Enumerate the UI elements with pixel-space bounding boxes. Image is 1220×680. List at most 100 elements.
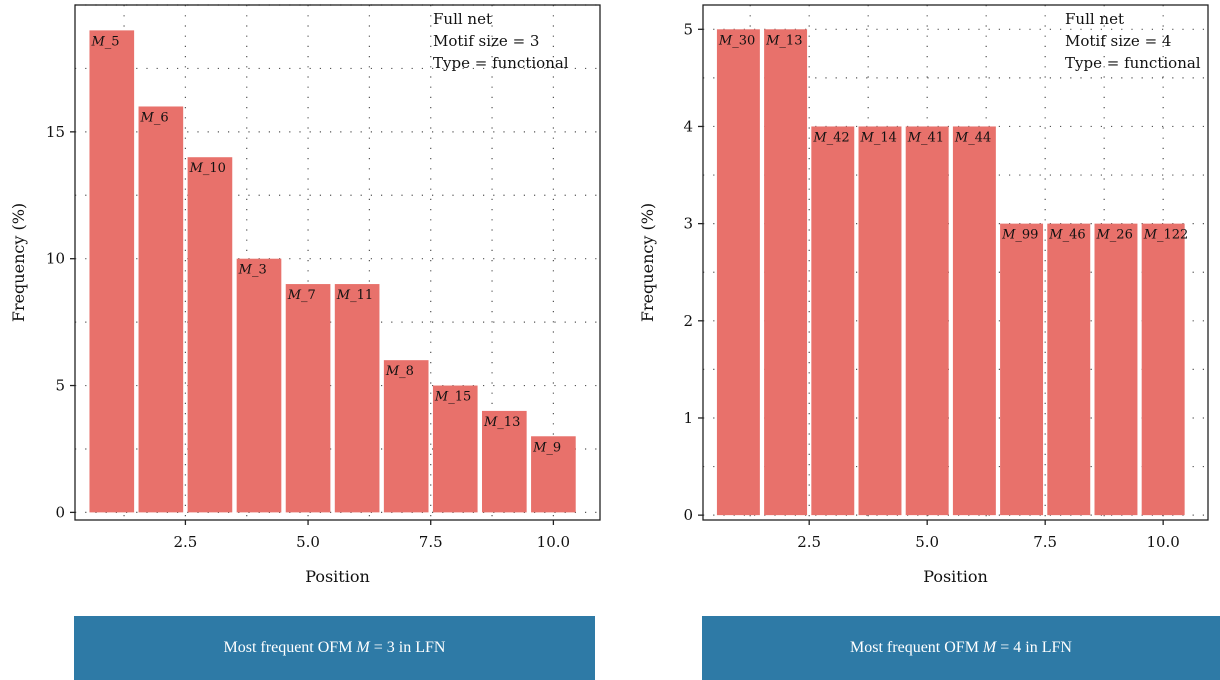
- caption-banner-right: Most frequent OFM M = 4 in LFN: [702, 616, 1220, 680]
- bar-label: M_44: [954, 130, 991, 145]
- y-tick-label: 5: [683, 20, 693, 38]
- bar-label-index: _99: [1015, 228, 1038, 243]
- bar-label-var: M: [812, 130, 827, 145]
- bar-label-index: _44: [968, 130, 991, 145]
- bar-label: M_8: [385, 364, 414, 379]
- bar-label-var: M: [765, 33, 780, 48]
- bar-label-var: M: [238, 263, 253, 278]
- bar: [89, 30, 135, 513]
- bar: [811, 126, 855, 516]
- y-tick-label: 10: [46, 250, 65, 268]
- caption-right-var: M: [982, 639, 997, 656]
- y-tick-label: 4: [683, 117, 693, 135]
- bar: [138, 106, 184, 513]
- x-tick-label: 10.0: [537, 533, 570, 551]
- bar: [716, 29, 760, 516]
- y-tick-label: 0: [55, 503, 65, 521]
- bar-label-index: _26: [1110, 228, 1133, 243]
- bar-label-var: M: [287, 288, 302, 303]
- plot-frame: [702, 4, 1209, 521]
- bar: [481, 410, 527, 513]
- bar-label-index: _13: [779, 33, 802, 48]
- bar: [858, 126, 902, 516]
- bar-label-var: M: [385, 364, 400, 379]
- bar-label: M_41: [907, 130, 944, 145]
- y-tick-label: 2: [683, 312, 693, 330]
- y-tick-label: 1: [683, 409, 693, 427]
- y-tick-label: 15: [46, 123, 65, 141]
- caption-left-pre: Most frequent OFM: [223, 639, 353, 656]
- bar-label-index: _11: [350, 288, 373, 303]
- bar: [764, 29, 808, 516]
- y-axis-label: Frequency (%): [9, 203, 28, 322]
- y-axis-label: Frequency (%): [638, 203, 657, 322]
- caption-right-post: = 4 in LFN: [1000, 639, 1072, 656]
- bar-label: M_13: [483, 415, 520, 430]
- bar-label-var: M: [434, 390, 449, 405]
- bar-label: M_30: [718, 33, 755, 48]
- bar: [1141, 223, 1185, 516]
- caption-banner-left: Most frequent OFM M = 3 in LFN: [74, 616, 595, 680]
- y-tick-label: 3: [683, 215, 693, 233]
- bar-label-index: _122: [1157, 228, 1188, 243]
- bar-label: M_122: [1143, 228, 1189, 243]
- bar-label-var: M: [483, 415, 498, 430]
- x-tick-label: 7.5: [419, 533, 443, 551]
- bar-label-var: M: [718, 33, 733, 48]
- bar-label-var: M: [189, 161, 204, 176]
- bar: [432, 385, 478, 513]
- bar-label-index: _9: [546, 440, 561, 455]
- x-tick-label: 10.0: [1146, 533, 1179, 551]
- annotation-line: Motif size = 4: [1065, 32, 1171, 50]
- plot-frame: [74, 4, 601, 521]
- annotation-line: Full net: [433, 10, 492, 28]
- bar: [1047, 223, 1091, 516]
- bar: [285, 284, 331, 513]
- bar-label-index: _13: [497, 415, 520, 430]
- bar-label: M_99: [1001, 228, 1038, 243]
- caption-left-post: = 3 in LFN: [373, 639, 446, 656]
- bar-label: M_7: [287, 288, 316, 303]
- bar: [187, 157, 233, 513]
- bar-label: M_15: [434, 390, 471, 405]
- x-axis-label: Position: [305, 567, 370, 586]
- bar-label-var: M: [1143, 228, 1158, 243]
- bar-label-index: _30: [732, 33, 755, 48]
- bar-label: M_6: [140, 110, 169, 125]
- bar-label-index: _5: [105, 34, 120, 49]
- bar-label-index: _8: [399, 364, 414, 379]
- bar-label-index: _7: [301, 288, 316, 303]
- bar-label-var: M: [532, 440, 547, 455]
- bar-label-var: M: [140, 110, 155, 125]
- bar-label: M_42: [812, 130, 849, 145]
- bar-label-index: _3: [252, 263, 267, 278]
- bar: [334, 284, 380, 513]
- bar-label-var: M: [1095, 228, 1110, 243]
- bar-label: M_9: [532, 440, 561, 455]
- bar-label-index: _14: [874, 130, 897, 145]
- chart-left: M_5M_6M_10M_3M_7 M_11M_8M_15M_13M_9051015…: [9, 4, 601, 586]
- bar-label-index: _46: [1063, 228, 1086, 243]
- bar: [236, 258, 282, 513]
- bar-label-var: M: [1001, 228, 1016, 243]
- bar-label-index: _15: [448, 390, 471, 405]
- x-axis-label: Position: [923, 567, 988, 586]
- bar-label-var: M: [954, 130, 969, 145]
- bar: [531, 436, 576, 513]
- y-tick-label: 0: [683, 506, 693, 524]
- bar-label-index: _42: [827, 130, 850, 145]
- annotation-line: Full net: [1065, 10, 1124, 28]
- bar: [1000, 223, 1044, 516]
- bar-label-var: M: [336, 288, 351, 303]
- bar-label: M_3: [238, 263, 267, 278]
- bar-label-var: M: [860, 130, 875, 145]
- bar-label: M_13: [765, 33, 802, 48]
- caption-right-pre: Most frequent OFM: [850, 639, 979, 656]
- bar-label-var: M: [90, 34, 105, 49]
- bar-label-index: _10: [203, 161, 226, 176]
- bar-label: M_11: [336, 288, 373, 303]
- bar: [383, 360, 429, 513]
- chart-right: M_30 M_13M_42 M_14 M_41 M_44M_99 M_46 M_26 M_12…: [638, 4, 1209, 586]
- bar: [1094, 223, 1138, 516]
- bar-label: M_26: [1095, 228, 1132, 243]
